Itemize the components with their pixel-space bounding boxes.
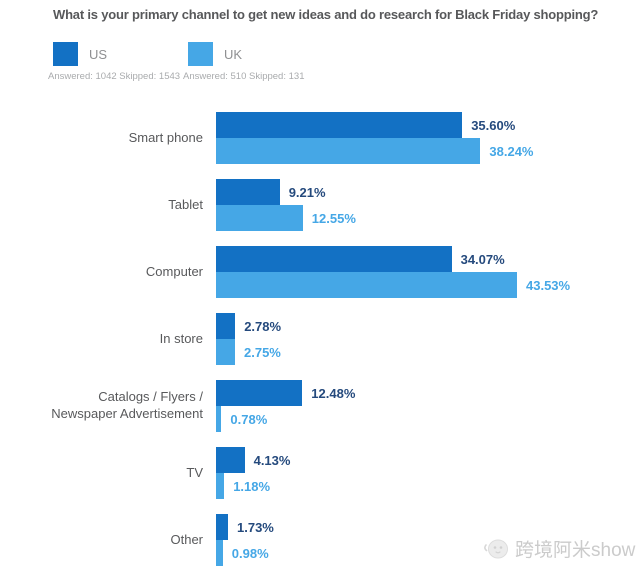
chart-row: Tablet 9.21% 12.55% (0, 179, 640, 231)
value-label-us: 34.07% (460, 251, 505, 267)
legend-item-us: US Answered: 1042 Skipped: 1543 (48, 42, 180, 82)
chart-row: In store 2.78% 2.75% (0, 313, 640, 365)
chart-row: Computer 34.07% 43.53% (0, 246, 640, 298)
legend-label-uk: UK (224, 46, 243, 62)
watermark: 跨境阿米show (484, 535, 635, 562)
chart-title: What is your primary channel to get new … (53, 7, 599, 22)
bar-us (216, 514, 228, 540)
bar-group: 2.78% 2.75% (216, 313, 640, 365)
value-label-us: 12.48% (311, 385, 356, 401)
bar-uk (216, 473, 225, 499)
category-label: Tablet (168, 196, 203, 212)
chart-row: Other 1.73% 0.98% (0, 514, 640, 566)
value-label-uk: 2.75% (244, 344, 281, 360)
bar-uk (216, 339, 235, 365)
value-label-uk: 1.18% (233, 478, 271, 494)
bar-us (216, 447, 245, 473)
bar-group: 35.60% 38.24% (216, 112, 640, 164)
value-label-uk: 38.24% (489, 143, 534, 159)
category-label: Smart phone (128, 129, 203, 145)
legend-swatch-uk (188, 42, 213, 66)
bar-uk (216, 138, 481, 164)
bar-group: 9.21% 12.55% (216, 179, 640, 231)
bar-uk (216, 205, 303, 231)
value-label-uk: 43.53% (526, 277, 571, 293)
bar-uk (216, 406, 222, 432)
value-label-uk: 12.55% (311, 210, 356, 226)
legend-item-uk: UK Answered: 510 Skipped: 131 (183, 42, 304, 82)
value-label-us: 35.60% (471, 117, 516, 133)
bar-group: 4.13% 1.18% (216, 447, 640, 499)
category-label: In store (159, 330, 203, 346)
legend-meta-us: Answered: 1042 Skipped: 1543 (48, 71, 181, 82)
category-label: TV (186, 464, 203, 480)
bar-uk (216, 540, 223, 566)
legend-meta-uk: Answered: 510 Skipped: 131 (183, 71, 305, 82)
value-label-uk: 0.98% (231, 545, 269, 561)
watermark-text: 跨境阿米show (515, 540, 636, 561)
value-label-us: 2.78% (244, 318, 282, 334)
bar-us (216, 112, 463, 138)
chart-row: Smart phone 35.60% 38.24% (0, 112, 640, 164)
category-label: Computer (145, 263, 203, 279)
category-label: Other (170, 531, 203, 547)
value-label-uk: 0.78% (230, 411, 268, 427)
watermark-logo-icon (484, 539, 508, 558)
value-label-us: 4.13% (253, 452, 291, 468)
value-label-us: 9.21% (288, 184, 326, 200)
value-label-us: 1.73% (237, 519, 274, 535)
legend-label-us: US (89, 46, 108, 62)
bar-us (216, 246, 452, 272)
bar-group: 1.73% 0.98% (216, 514, 640, 566)
bar-group: 34.07% 43.53% (216, 246, 640, 298)
chart-row: TV 4.13% 1.18% (0, 447, 640, 499)
bar-uk (216, 272, 517, 298)
bar-us (216, 179, 280, 205)
legend-swatch-us (53, 42, 78, 66)
bar-group: 12.48% 0.78% (216, 380, 640, 432)
chart-rows: Smart phone 35.60% 38.24% Tablet 9.21% 12.55%… (0, 112, 640, 573)
bar-us (216, 313, 236, 339)
chart-row: Catalogs / Flyers / Newspaper Advertisem… (0, 380, 640, 432)
category-label: Catalogs / Flyers / Newspaper Advertisem… (51, 389, 203, 421)
bar-us (216, 380, 303, 406)
